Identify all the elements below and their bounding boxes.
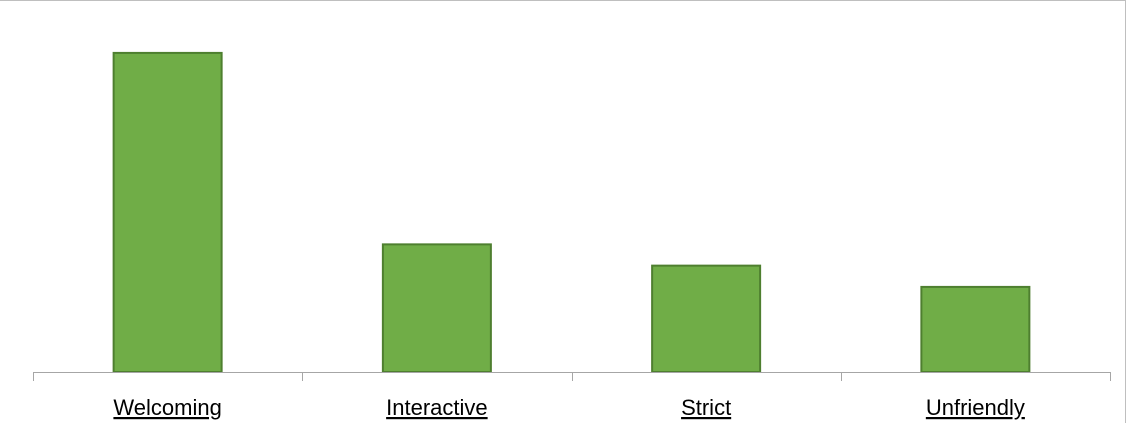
category-label-welcoming: Welcoming: [113, 395, 221, 420]
category-label-strict: Strict: [681, 395, 731, 420]
bar-unfriendly: [920, 285, 1031, 373]
bar-strict: [651, 264, 762, 373]
category-label-interactive: Interactive: [386, 395, 488, 420]
bars-layer: [112, 51, 1031, 374]
category-label-unfriendly: Unfriendly: [926, 395, 1025, 420]
x-ticks: [33, 372, 1111, 381]
category-labels: Welcoming Interactive Strict Unfriendly: [113, 395, 1024, 420]
bar-interactive: [381, 243, 492, 373]
bar-welcoming: [112, 51, 223, 374]
